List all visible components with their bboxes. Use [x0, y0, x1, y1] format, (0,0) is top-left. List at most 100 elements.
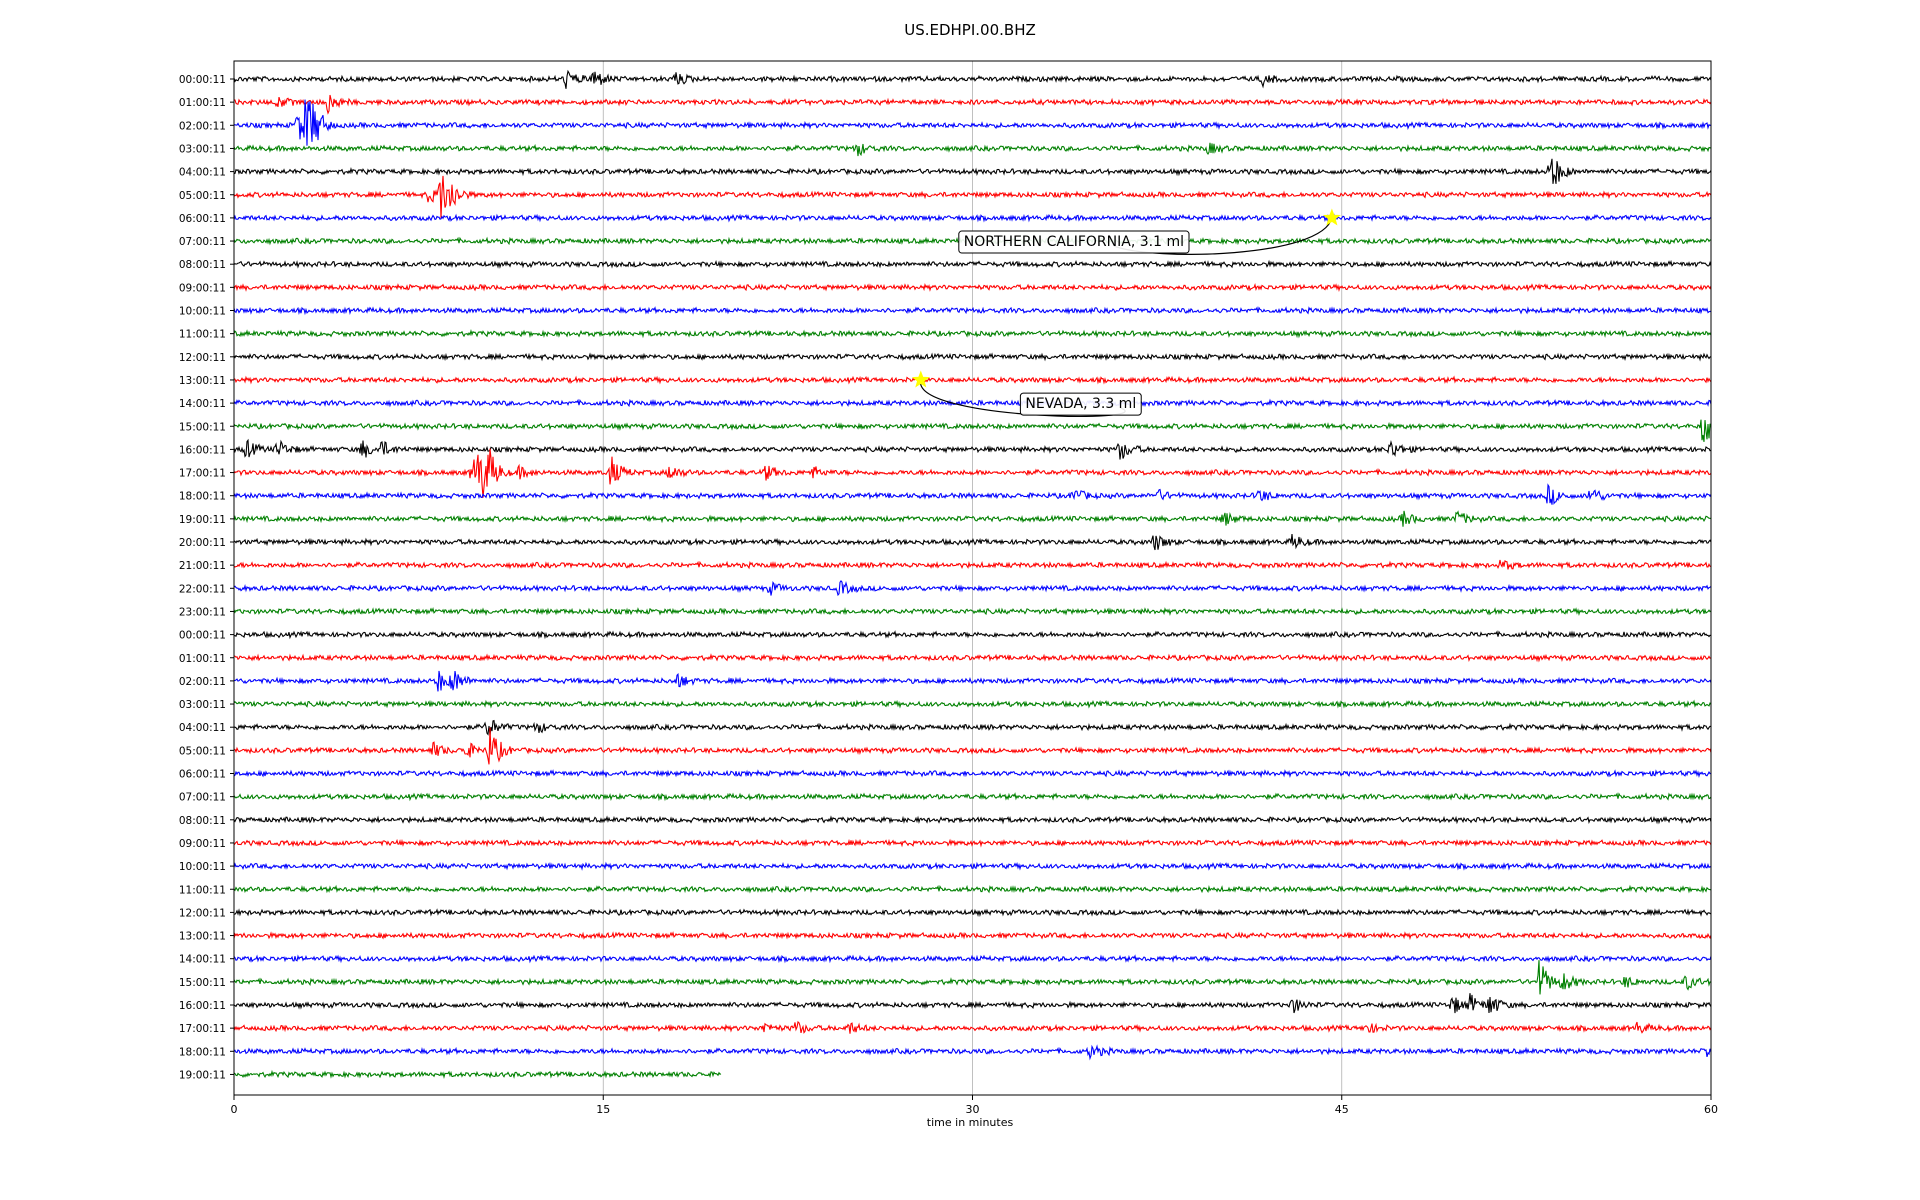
y-tick-label: 13:00:11: [179, 375, 226, 387]
event-label: NEVADA, 3.3 ml: [1025, 396, 1136, 412]
x-axis-ticks: 0 15 30 45 60: [231, 1095, 1718, 1116]
y-tick-label: 01:00:11: [179, 97, 226, 109]
trace-line: [233, 534, 1712, 551]
trace-line: [233, 483, 1712, 505]
trace-line: [233, 213, 1712, 223]
y-tick-label: 17:00:11: [179, 468, 226, 480]
y-tick-label: 21:00:11: [179, 560, 226, 572]
y-tick-label: 22:00:11: [179, 583, 226, 595]
y-tick-label: 18:00:11: [179, 1046, 226, 1058]
trace-line: [233, 1069, 722, 1080]
y-tick-label: 00:00:11: [179, 630, 226, 642]
y-tick-label: 23:00:11: [179, 606, 226, 618]
event-label: NORTHERN CALIFORNIA, 3.1 ml: [964, 234, 1184, 250]
trace-line: [233, 954, 1712, 964]
trace-line: [233, 908, 1712, 918]
y-tick-label: 07:00:11: [179, 792, 226, 804]
y-tick-label: 04:00:11: [179, 722, 226, 734]
y-tick-label: 12:00:11: [179, 907, 226, 919]
y-tick-label: 10:00:11: [179, 861, 226, 873]
trace-line: [233, 559, 1712, 570]
trace-line: [233, 838, 1712, 848]
trace-line: [233, 630, 1712, 640]
x-tick-label: 0: [231, 1103, 238, 1116]
y-tick-label: 11:00:11: [179, 884, 226, 896]
y-tick-label: 02:00:11: [179, 676, 226, 688]
trace-line: [233, 699, 1712, 709]
y-tick-label: 14:00:11: [179, 954, 226, 966]
y-tick-label: 09:00:11: [179, 838, 226, 850]
event-label-box: [958, 230, 1190, 254]
trace-line: [233, 175, 1712, 219]
chart-title: US.EDHPI.00.BHZ: [904, 21, 1036, 39]
y-tick-label: 05:00:11: [179, 745, 226, 757]
trace-line: [233, 99, 1712, 146]
y-tick-label: 18:00:11: [179, 491, 226, 503]
trace-line: [233, 352, 1712, 362]
y-tick-label: 12:00:11: [179, 352, 226, 364]
x-tick-label: 15: [596, 1103, 610, 1116]
trace-line: [233, 607, 1712, 617]
y-tick-label: 14:00:11: [179, 398, 226, 410]
trace-line: [233, 398, 1712, 408]
y-tick-label: 17:00:11: [179, 1023, 226, 1035]
trace-line: [233, 282, 1712, 292]
y-tick-label: 08:00:11: [179, 259, 226, 271]
trace-line: [233, 94, 1712, 115]
y-tick-label: 03:00:11: [179, 699, 226, 711]
y-tick-label: 02:00:11: [179, 120, 226, 132]
y-tick-label: 00:00:11: [179, 74, 226, 86]
trace-line: [233, 960, 1712, 995]
trace-line: [233, 719, 1712, 736]
y-tick-label: 16:00:11: [179, 1000, 226, 1012]
y-tick-label: 20:00:11: [179, 537, 226, 549]
trace-line: [233, 1020, 1712, 1034]
x-tick-label: 30: [966, 1103, 980, 1116]
event-star-icon: [1322, 208, 1341, 226]
y-tick-label: 05:00:11: [179, 190, 226, 202]
trace-line: [233, 670, 1712, 692]
trace-line: [233, 727, 1712, 765]
y-tick-label: 15:00:11: [179, 977, 226, 989]
trace-line: [233, 884, 1712, 894]
y-tick-label: 06:00:11: [179, 769, 226, 781]
trace-line: [233, 510, 1712, 527]
trace-line: [233, 419, 1712, 442]
x-tick-label: 45: [1335, 1103, 1349, 1116]
trace-line: [233, 580, 1712, 597]
trace-line: [233, 769, 1712, 779]
trace-line: [233, 142, 1712, 157]
trace-line: [233, 69, 1712, 89]
y-tick-label: 19:00:11: [179, 514, 226, 526]
trace-line: [233, 861, 1712, 871]
y-tick-label: 08:00:11: [179, 815, 226, 827]
y-tick-labels: 00:00:11 01:00:11 02:00:11 03:00:11 04:00:11…: [179, 74, 234, 1081]
trace-line: [233, 993, 1712, 1014]
y-tick-label: 10:00:11: [179, 306, 226, 318]
y-tick-label: 04:00:11: [179, 167, 226, 179]
y-tick-label: 15:00:11: [179, 421, 226, 433]
y-tick-label: 06:00:11: [179, 213, 226, 225]
trace-line: [233, 815, 1712, 825]
trace-line: [233, 259, 1712, 269]
y-tick-label: 11:00:11: [179, 329, 226, 341]
trace-line: [233, 375, 1712, 385]
y-tick-label: 13:00:11: [179, 931, 226, 943]
event-label-box: [1019, 392, 1142, 416]
trace-line: [233, 792, 1712, 802]
y-tick-label: 19:00:11: [179, 1069, 226, 1081]
x-tick-label: 60: [1704, 1103, 1718, 1116]
y-tick-label: 07:00:11: [179, 236, 226, 248]
trace-line: [233, 448, 1712, 498]
trace-line: [233, 931, 1712, 941]
trace-line: [233, 1044, 1712, 1061]
x-axis-label: time in minutes: [927, 1116, 1014, 1129]
y-tick-label: 16:00:11: [179, 444, 226, 456]
event-annotations: NORTHERN CALIFORNIA, 3.1 ml NEVADA, 3.3 m…: [911, 208, 1341, 417]
trace-line: [233, 328, 1712, 339]
y-tick-label: 09:00:11: [179, 282, 226, 294]
y-tick-label: 03:00:11: [179, 143, 226, 155]
y-tick-label: 01:00:11: [179, 653, 226, 665]
trace-line: [233, 438, 1712, 460]
